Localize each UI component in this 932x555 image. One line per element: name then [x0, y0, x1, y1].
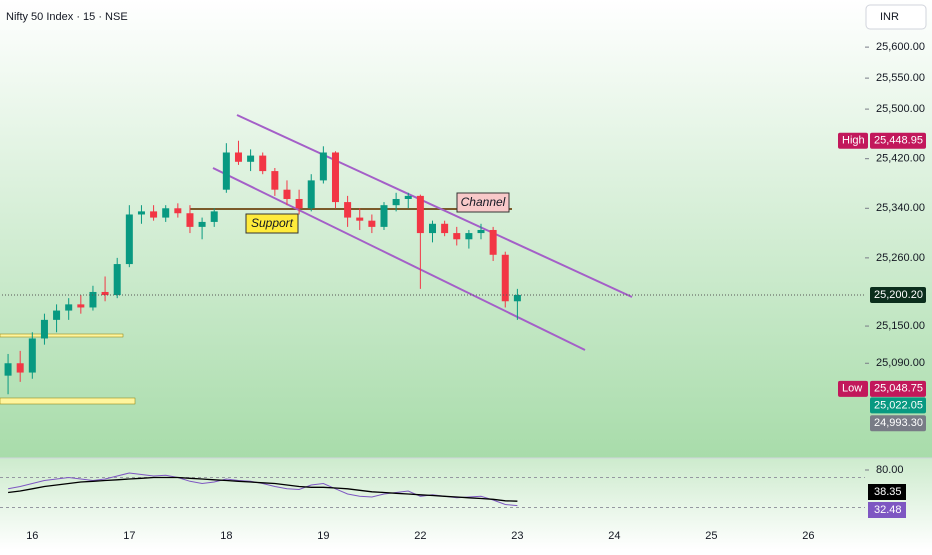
candle-body	[429, 223, 436, 234]
y-tick-label: 25,150.00	[876, 320, 925, 332]
annotation: Support	[251, 216, 294, 230]
price-label-name: Low	[842, 383, 862, 395]
candle-body	[344, 202, 352, 218]
candle-body	[77, 304, 85, 308]
candle-body	[441, 223, 449, 234]
candle-body	[368, 220, 376, 227]
candle-body	[113, 264, 121, 296]
price-label: 25,022.05	[874, 399, 923, 411]
y-tick-label: 25,090.00	[876, 357, 925, 369]
currency[interactable]: INR	[880, 11, 899, 23]
candle-body	[198, 221, 206, 227]
zone	[0, 397, 136, 405]
rsi-line	[8, 476, 518, 502]
value-label-box	[868, 502, 906, 518]
candle-body	[125, 214, 133, 265]
value-label: 32.48	[874, 504, 902, 516]
candle-body	[101, 291, 109, 296]
candle-body	[4, 363, 12, 376]
annotation: Channel	[461, 195, 506, 209]
candle-body	[501, 254, 509, 302]
support-box	[245, 213, 299, 234]
main-pane	[0, 0, 932, 458]
candle-body	[162, 208, 170, 218]
candle-body	[489, 229, 497, 255]
candle-body	[137, 211, 145, 215]
y-tick-label: 25,420.00	[876, 153, 925, 165]
candle-body	[283, 189, 291, 199]
price-label: 25,200.20	[874, 289, 923, 301]
price-label-tag	[838, 132, 868, 149]
y-tick-label: 25,550.00	[876, 72, 925, 84]
x-tick-label: 25	[705, 530, 717, 542]
zone	[0, 333, 124, 338]
x-tick-label: 16	[26, 530, 38, 542]
price-label-name: High	[842, 135, 865, 147]
candle-body	[380, 205, 388, 227]
value-label: 38.35	[874, 486, 902, 498]
candle-body	[416, 195, 424, 234]
candle-body	[513, 294, 521, 302]
y-tick-label: 25,500.00	[876, 103, 925, 115]
channel-line	[212, 167, 586, 351]
candle-body	[259, 155, 267, 172]
candle-body	[53, 310, 61, 320]
candle-body	[234, 152, 242, 162]
candle-body	[295, 198, 303, 209]
x-tick-label: 26	[802, 530, 814, 542]
price-label-box	[870, 415, 926, 432]
price-label: 25,048.75	[874, 383, 923, 395]
y-tick-label: 25,340.00	[876, 202, 925, 214]
candle-body	[319, 152, 327, 181]
y-tick-label: 25,600.00	[876, 41, 925, 53]
candle-body	[89, 291, 97, 308]
channel-line	[236, 114, 633, 298]
candle-body	[392, 198, 400, 206]
candle-body	[40, 319, 48, 339]
x-tick-label: 17	[123, 530, 135, 542]
candle-body	[453, 233, 461, 240]
y-tick-label: 80.00	[876, 464, 904, 476]
x-tick-label: 23	[511, 530, 523, 542]
price-label-box	[870, 380, 926, 397]
x-tick-label: 22	[414, 530, 426, 542]
candle-body	[356, 217, 364, 221]
price-label-box	[870, 132, 926, 149]
rsi-line	[8, 472, 518, 507]
x-tick-label: 24	[608, 530, 620, 542]
candle-body	[331, 152, 339, 203]
x-tick-label: 18	[220, 530, 232, 542]
price-label: 24,993.30	[874, 417, 923, 429]
price-label-tag	[838, 380, 868, 397]
candle-body	[65, 304, 73, 311]
symbol-title: Nifty 50 Index · 15 · NSE	[6, 11, 128, 23]
candle-body	[404, 195, 412, 199]
candle-body	[465, 233, 473, 240]
candle-body	[307, 180, 315, 209]
candle-body	[247, 155, 255, 162]
candle-body	[271, 171, 279, 190]
price-label-box	[870, 286, 926, 303]
y-tick-label: 25,260.00	[876, 252, 925, 264]
candle-body	[16, 363, 24, 373]
candle-body	[222, 152, 230, 190]
currency-button[interactable]	[865, 4, 927, 30]
price-label-box	[870, 397, 926, 414]
x-tick-label: 19	[317, 530, 329, 542]
candle-body	[477, 229, 485, 234]
candle-body	[186, 213, 194, 227]
candle-body	[210, 211, 218, 222]
price-label: 25,448.95	[874, 135, 923, 147]
rsi-pane	[0, 458, 932, 550]
candle-body	[174, 208, 182, 214]
candle-body	[150, 211, 158, 218]
candle-body	[28, 338, 36, 373]
value-label-box	[868, 484, 906, 500]
channel-box	[456, 192, 510, 213]
